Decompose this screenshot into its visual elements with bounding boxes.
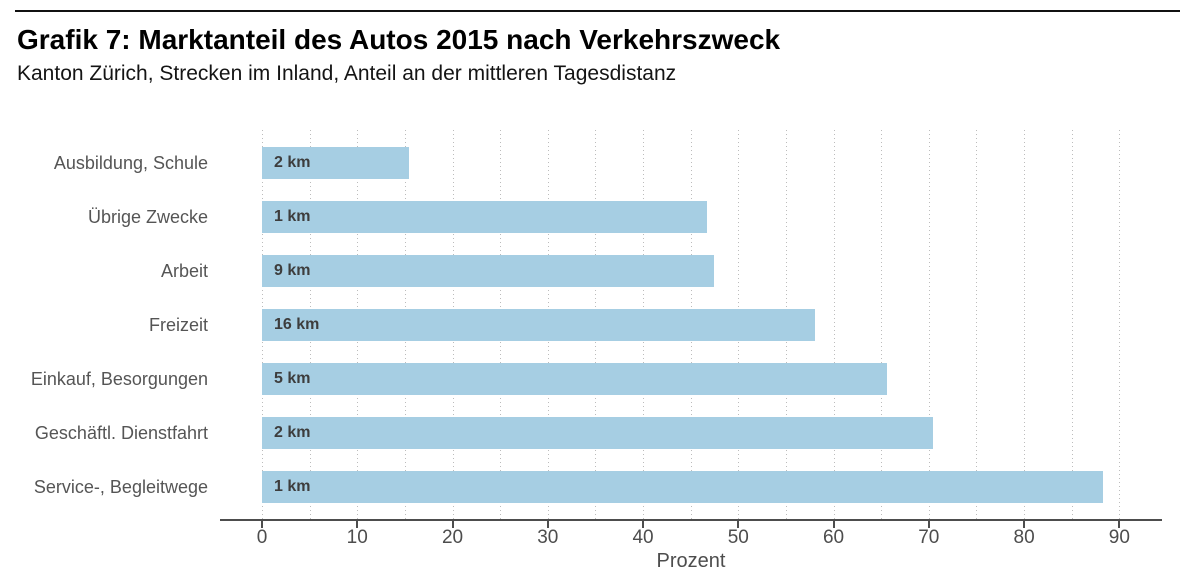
axis-tick-label: 0 [256, 527, 268, 548]
chart-title: Grafik 7: Marktanteil des Autos 2015 nac… [17, 24, 781, 55]
axis-tick [832, 521, 835, 528]
axis-tick-label: 60 [822, 527, 845, 548]
bar: 9 km [262, 255, 714, 287]
axis-tick-label: 90 [1108, 527, 1130, 548]
axis-tick [1118, 521, 1121, 528]
axis-tick-label: 20 [441, 527, 464, 548]
bar: 1 km [262, 471, 1104, 503]
x-axis-label: Prozent [656, 550, 726, 572]
top-rule [15, 10, 1180, 12]
axis-tick [737, 521, 740, 528]
bar-value-label: 2 km [274, 154, 311, 171]
bar: 2 km [262, 417, 933, 449]
plot-area: 2 km 1 km 9 km 16 km 5 km 2 km 1 km 0 10 20 30 40 50… [220, 130, 1162, 548]
axis-tick [356, 521, 359, 528]
axis-tick-label: 40 [632, 527, 654, 548]
bar: 2 km [262, 147, 409, 179]
bar: 16 km [262, 309, 816, 341]
gridline [1119, 130, 1121, 519]
category-label: Service-, Begleitwege [33, 477, 208, 497]
axis-tick [642, 521, 645, 528]
bar: 1 km [262, 201, 707, 233]
axis-tick [1023, 521, 1026, 528]
axis-tick-label: 10 [346, 527, 368, 548]
gridline [1024, 130, 1026, 519]
bar-value-label: 16 km [274, 316, 320, 333]
axis-tick [927, 521, 930, 528]
axis-tick [546, 521, 549, 528]
gridline [928, 130, 930, 519]
category-label: Ausbildung, Schule [53, 153, 208, 173]
category-label: Einkauf, Besorgungen [30, 369, 208, 389]
axis-tick [451, 521, 454, 528]
category-label: Freizeit [148, 315, 208, 335]
axis-tick-label: 30 [537, 527, 559, 548]
bar-value-label: 1 km [274, 478, 311, 495]
category-label: Arbeit [160, 261, 208, 281]
gridline [881, 130, 883, 519]
gridline [976, 130, 978, 519]
gridline [833, 130, 835, 519]
category-label: Geschäftl. Dienstfahrt [34, 423, 208, 443]
bar-value-label: 2 km [274, 424, 311, 441]
bar-value-label: 1 km [274, 208, 311, 225]
gridline [1071, 130, 1073, 519]
category-label: Übrige Zwecke [87, 207, 208, 227]
axis-tick [261, 521, 263, 528]
chart-subtitle: Kanton Zürich, Strecken im Inland, Antei… [17, 62, 677, 85]
axis-tick-label: 70 [918, 527, 940, 548]
bar: 5 km [262, 363, 887, 395]
category-axis: Ausbildung, Schule Übrige Zwecke Arbeit Fre… [0, 130, 208, 520]
bar-value-label: 9 km [274, 262, 311, 279]
bar-value-label: 5 km [274, 370, 311, 387]
axis-tick-label: 50 [727, 527, 749, 548]
axis-tick-label: 80 [1013, 527, 1035, 548]
